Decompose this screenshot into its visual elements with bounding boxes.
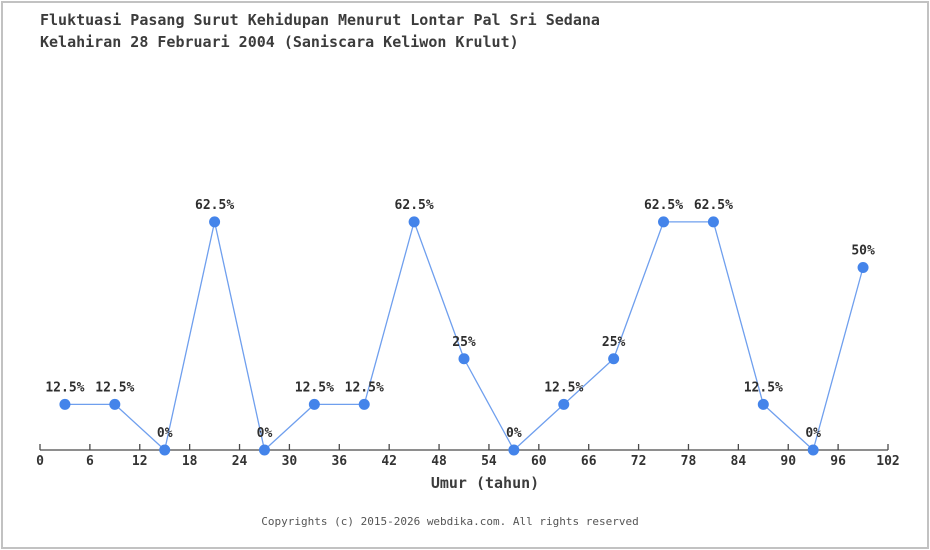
x-axis-title: Umur (tahun) bbox=[430, 474, 540, 492]
data-point-marker bbox=[408, 216, 420, 228]
data-point-label: 62.5% bbox=[694, 198, 733, 213]
data-point-label: 12.5% bbox=[544, 380, 583, 395]
data-point-label: 0% bbox=[257, 426, 273, 441]
data-point-label: 0% bbox=[805, 426, 821, 441]
data-point-marker bbox=[508, 444, 520, 456]
data-point-label: 62.5% bbox=[195, 198, 234, 213]
data-point-label: 25% bbox=[602, 335, 626, 350]
x-axis-tick-label: 6 bbox=[86, 454, 94, 469]
data-point-label: 62.5% bbox=[395, 198, 434, 213]
x-axis-tick-label: 36 bbox=[331, 454, 347, 469]
data-point-marker bbox=[857, 262, 869, 273]
data-point-marker bbox=[608, 353, 620, 365]
data-point-marker bbox=[109, 398, 121, 410]
data-point-label: 0% bbox=[157, 426, 173, 441]
data-point-marker bbox=[807, 444, 819, 456]
chart-title-line1: Fluktuasi Pasang Surut Kehidupan Menurut… bbox=[40, 11, 600, 29]
data-point-marker bbox=[258, 444, 270, 456]
x-axis-tick-label: 90 bbox=[780, 454, 796, 469]
x-axis-tick-label: 96 bbox=[830, 454, 846, 469]
x-axis-tick-label: 42 bbox=[381, 454, 397, 469]
data-point-label: 12.5% bbox=[744, 380, 783, 395]
data-point-marker bbox=[558, 398, 570, 410]
x-axis-tick-label: 18 bbox=[182, 454, 198, 469]
data-point-label: 12.5% bbox=[45, 380, 84, 395]
data-point-label: 62.5% bbox=[644, 198, 683, 213]
copyright-text: Copyrights (c) 2015-2026 webdika.com. Al… bbox=[261, 515, 639, 528]
x-axis-tick-label: 72 bbox=[631, 454, 647, 469]
data-point-marker bbox=[59, 398, 71, 410]
x-axis-tick-label: 12 bbox=[132, 454, 148, 469]
x-axis-tick-label: 48 bbox=[431, 454, 447, 469]
data-point-marker bbox=[209, 216, 221, 228]
data-point-label: 12.5% bbox=[95, 380, 134, 395]
x-axis-tick-label: 30 bbox=[282, 454, 298, 469]
x-axis-tick-label: 84 bbox=[731, 454, 747, 469]
x-axis-tick-label: 102 bbox=[876, 454, 899, 469]
data-point-label: 25% bbox=[452, 335, 476, 350]
data-point-label: 0% bbox=[506, 426, 522, 441]
x-axis-tick-label: 60 bbox=[531, 454, 547, 469]
data-point-label: 12.5% bbox=[295, 380, 334, 395]
x-axis-tick-label: 0 bbox=[36, 454, 44, 469]
data-point-marker bbox=[358, 398, 370, 410]
data-point-marker bbox=[159, 444, 171, 456]
x-axis-tick-label: 54 bbox=[481, 454, 497, 469]
x-axis-tick-label: 66 bbox=[581, 454, 597, 469]
x-axis-tick-label: 24 bbox=[232, 454, 248, 469]
data-point-marker bbox=[458, 353, 470, 365]
data-point-marker bbox=[308, 398, 320, 410]
chart-title: Fluktuasi Pasang Surut Kehidupan Menurut… bbox=[40, 9, 600, 53]
data-point-marker bbox=[757, 398, 769, 410]
x-axis-tick-label: 78 bbox=[681, 454, 697, 469]
data-point-label: 12.5% bbox=[345, 380, 384, 395]
data-point-marker bbox=[658, 216, 670, 228]
data-point-marker bbox=[707, 216, 719, 228]
data-point-label: 50% bbox=[851, 244, 875, 259]
chart-title-line2: Kelahiran 28 Februari 2004 (Saniscara Ke… bbox=[40, 33, 519, 51]
